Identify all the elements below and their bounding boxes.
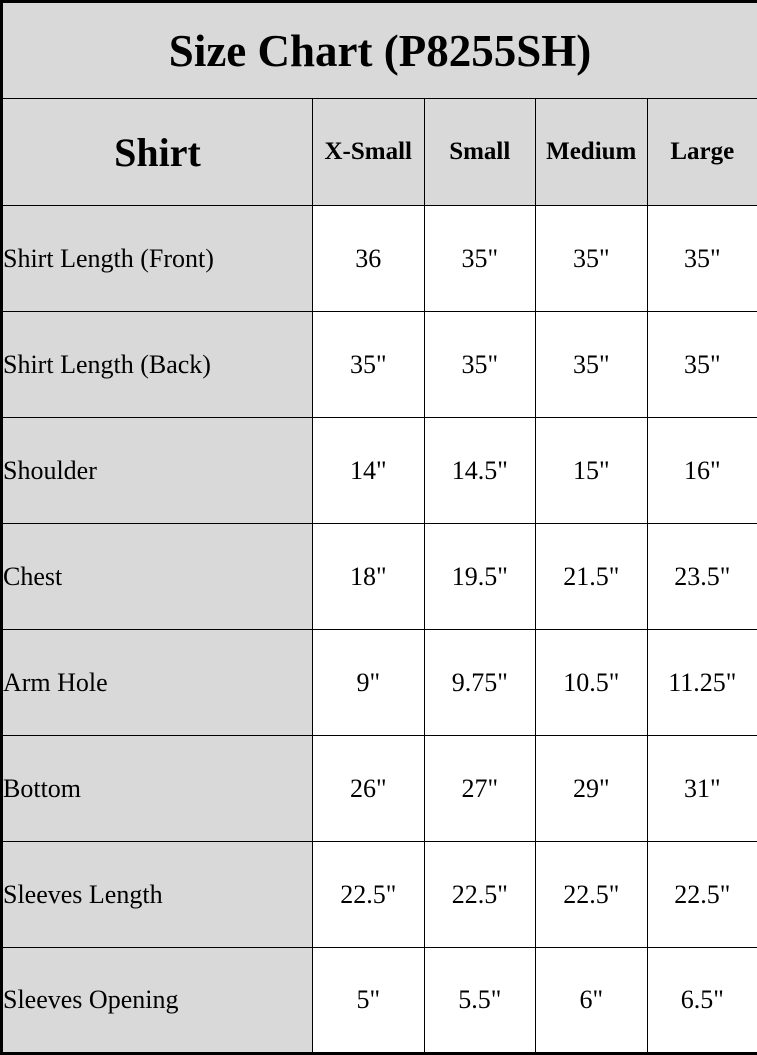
cell-value: 35" [313,312,425,418]
column-header-small: Small [424,99,536,206]
cell-value: 5" [313,948,425,1054]
cell-value: 27" [424,736,536,842]
cell-value: 9" [313,630,425,736]
cell-value: 35" [424,206,536,312]
cell-value: 35" [536,312,648,418]
table-row: Bottom 26" 27" 29" 31" [2,736,757,842]
table-row: Sleeves Length 22.5" 22.5" 22.5" 22.5" [2,842,757,948]
corner-label: Shirt [2,99,313,206]
cell-value: 9.75" [424,630,536,736]
cell-value: 14" [313,418,425,524]
cell-value: 22.5" [313,842,425,948]
column-header-large: Large [647,99,757,206]
row-label: Arm Hole [2,630,313,736]
cell-value: 22.5" [536,842,648,948]
cell-value: 21.5" [536,524,648,630]
table-row: Shirt Length (Back) 35" 35" 35" 35" [2,312,757,418]
cell-value: 35" [424,312,536,418]
cell-value: 23.5" [647,524,757,630]
cell-value: 19.5" [424,524,536,630]
cell-value: 16" [647,418,757,524]
cell-value: 22.5" [424,842,536,948]
cell-value: 18" [313,524,425,630]
row-label: Shirt Length (Back) [2,312,313,418]
cell-value: 11.25" [647,630,757,736]
cell-value: 29" [536,736,648,842]
row-label: Shirt Length (Front) [2,206,313,312]
cell-value: 22.5" [647,842,757,948]
column-header-xsmall: X-Small [313,99,425,206]
cell-value: 36 [313,206,425,312]
cell-value: 31" [647,736,757,842]
cell-value: 5.5" [424,948,536,1054]
header-row: Shirt X-Small Small Medium Large [2,99,757,206]
table-row: Chest 18" 19.5" 21.5" 23.5" [2,524,757,630]
cell-value: 35" [647,312,757,418]
table-row: Sleeves Opening 5" 5.5" 6" 6.5" [2,948,757,1054]
cell-value: 14.5" [424,418,536,524]
table-row: Shirt Length (Front) 36 35" 35" 35" [2,206,757,312]
cell-value: 35" [647,206,757,312]
table-row: Shoulder 14" 14.5" 15" 16" [2,418,757,524]
row-label: Shoulder [2,418,313,524]
row-label: Sleeves Length [2,842,313,948]
row-label: Sleeves Opening [2,948,313,1054]
row-label: Chest [2,524,313,630]
column-header-medium: Medium [536,99,648,206]
cell-value: 35" [536,206,648,312]
cell-value: 10.5" [536,630,648,736]
cell-value: 15" [536,418,648,524]
cell-value: 6" [536,948,648,1054]
cell-value: 26" [313,736,425,842]
table-row: Arm Hole 9" 9.75" 10.5" 11.25" [2,630,757,736]
cell-value: 6.5" [647,948,757,1054]
title-row: Size Chart (P8255SH) [2,2,757,99]
row-label: Bottom [2,736,313,842]
page-title: Size Chart (P8255SH) [2,2,757,99]
